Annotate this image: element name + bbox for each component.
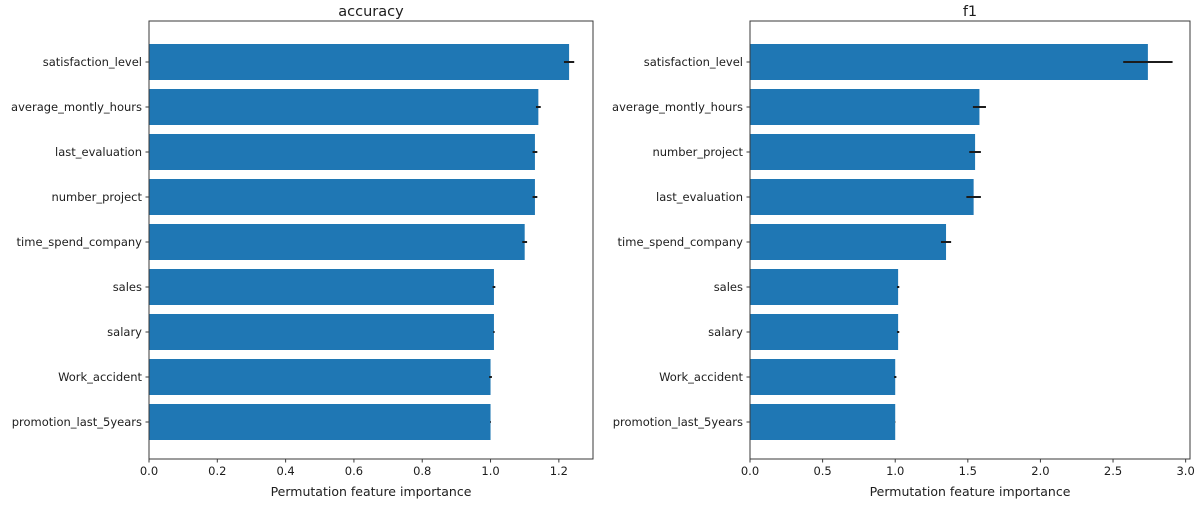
accuracy-chart: accuracy satisfaction_level average_montl…: [11, 4, 594, 499]
plot-area: satisfaction_level average_montly_hoursla…: [11, 20, 594, 478]
bar-time_spend_company: [750, 224, 947, 260]
x-tick-label: 2.5: [1104, 464, 1122, 478]
x-tick-label: 0.4: [276, 464, 294, 478]
x-tick-label: 0.2: [208, 464, 226, 478]
bar-salary: [149, 314, 494, 350]
y-tick-label: time_spend_company: [17, 235, 143, 249]
x-tick-label: 1.5: [959, 464, 977, 478]
x-tick-label: 0.0: [741, 464, 759, 478]
x-tick-label: 1.2: [550, 464, 568, 478]
x-tick-label: 0.0: [140, 464, 158, 478]
y-tick-label: salary: [708, 325, 743, 339]
y-tick-label: promotion_last_5years: [12, 415, 142, 429]
y-tick-label: satisfaction_level: [644, 55, 743, 69]
bar-sales: [149, 269, 494, 305]
bar-sales: [750, 269, 899, 305]
y-tick-label: satisfaction_level: [43, 55, 142, 69]
bar-number_project: [149, 179, 535, 215]
y-tick-label: time_spend_company: [618, 235, 744, 249]
plot-border: [148, 20, 594, 460]
bar-average_montly_hours: [750, 89, 980, 125]
x-tick-label: 3.0: [1176, 464, 1194, 478]
bar-number_project: [750, 134, 976, 170]
x-tick-label: 2.0: [1031, 464, 1049, 478]
x-tick-label: 1.0: [481, 464, 499, 478]
bar-satisfaction_level: [750, 44, 1148, 80]
plot-area: satisfaction_level average_montly_hoursnu…: [612, 20, 1195, 478]
f1-chart: f1 satisfaction_level average_montly_hour…: [612, 4, 1195, 499]
x-tick-label: 0.5: [813, 464, 831, 478]
x-tick-label: 0.8: [413, 464, 431, 478]
x-axis-title: Permutation feature importance: [271, 484, 472, 499]
y-tick-label: last_evaluation: [656, 190, 743, 204]
bar-Work_accident: [750, 359, 896, 395]
y-tick-label: Work_accident: [659, 370, 743, 384]
x-tick-label: 1.0: [886, 464, 904, 478]
bar-satisfaction_level: [149, 44, 570, 80]
y-tick-label: last_evaluation: [55, 145, 142, 159]
bar-last_evaluation: [750, 179, 974, 215]
y-tick-label: average_montly_hours: [11, 100, 142, 114]
y-tick-label: number_project: [51, 190, 142, 204]
y-tick-label: Work_accident: [58, 370, 142, 384]
x-axis-title: Permutation feature importance: [870, 484, 1071, 499]
bar-promotion_last_5years: [149, 404, 491, 440]
y-tick-label: average_montly_hours: [612, 100, 743, 114]
bar-average_montly_hours: [149, 89, 539, 125]
y-tick-label: promotion_last_5years: [613, 415, 743, 429]
y-tick-label: salary: [107, 325, 142, 339]
bar-last_evaluation: [149, 134, 535, 170]
bar-time_spend_company: [149, 224, 525, 260]
y-tick-label: number_project: [652, 145, 743, 159]
bar-salary: [750, 314, 899, 350]
y-tick-label: sales: [113, 280, 142, 294]
chart-title: accuracy: [338, 4, 404, 20]
x-tick-label: 0.6: [345, 464, 363, 478]
y-tick-label: sales: [714, 280, 743, 294]
plot-border: [749, 20, 1191, 460]
bar-Work_accident: [149, 359, 491, 395]
chart-title: f1: [963, 4, 977, 20]
bar-promotion_last_5years: [750, 404, 896, 440]
